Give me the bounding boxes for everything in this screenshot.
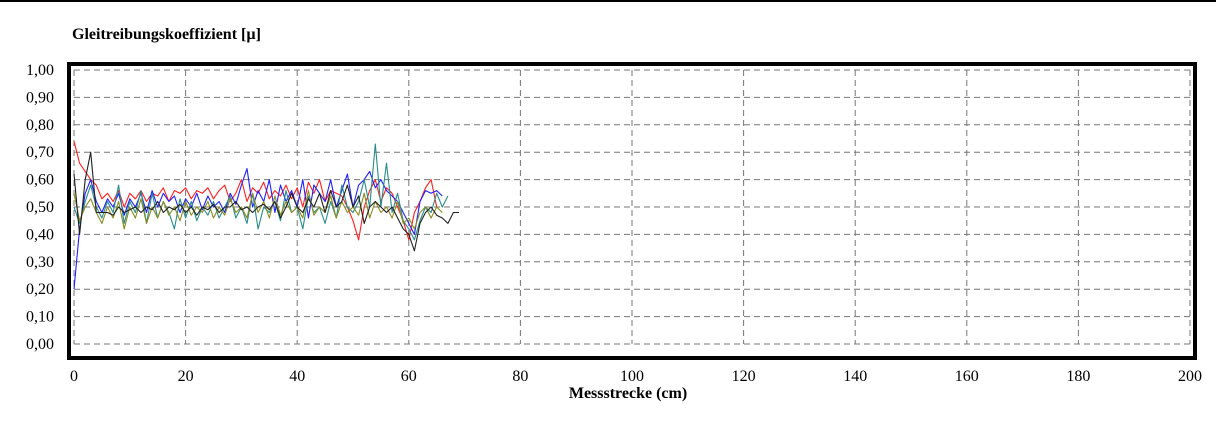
series-layer [73,141,459,290]
y-tick-label: 0,70 [26,144,54,161]
y-tick-label: 0,30 [26,254,54,271]
x-tick-label: 140 [843,368,867,385]
x-tick-label: 160 [955,368,979,385]
y-tick-label: 0,90 [26,89,54,106]
series-line-1 [73,141,438,241]
y-tick-label: 0,00 [26,336,54,353]
plot-frame [67,62,1197,360]
y-tick-label: 0,50 [26,199,54,216]
x-tick-label: 120 [732,368,756,385]
series-line-4 [73,190,443,230]
series-line-3 [73,143,449,241]
x-tick-label: 80 [512,368,528,385]
x-tick-label: 20 [178,368,194,385]
y-tick-label: 0,60 [26,172,54,189]
y-tick-label: 0,40 [26,226,54,243]
x-tick-label: 180 [1066,368,1090,385]
y-tick-label: 1,00 [26,62,54,79]
x-tick-labels: 0 20 40 60 80 100 120 140 160 180 200 [70,368,1202,385]
y-tick-label: 0,80 [26,117,54,134]
x-tick-label: 40 [289,368,305,385]
y-tick-labels: 0,00 0,10 0,20 0,30 0,40 0,50 0,60 0,70 0,80 0,90… [26,62,54,353]
x-axis-label: Messstrecke (cm) [568,385,688,402]
y-tick-label: 0,20 [26,281,54,298]
y-tick-label: 0,10 [26,309,54,326]
x-tick-label: 100 [620,368,644,385]
grid-lines [73,69,1191,345]
top-rule [0,0,1216,2]
chart-title: Gleitreibungskoeffizient [µ] [72,26,261,43]
series-line-5 [73,151,459,252]
x-tick-label: 60 [401,368,417,385]
x-tick-label: 200 [1178,368,1202,385]
x-tick-label: 0 [70,368,78,385]
